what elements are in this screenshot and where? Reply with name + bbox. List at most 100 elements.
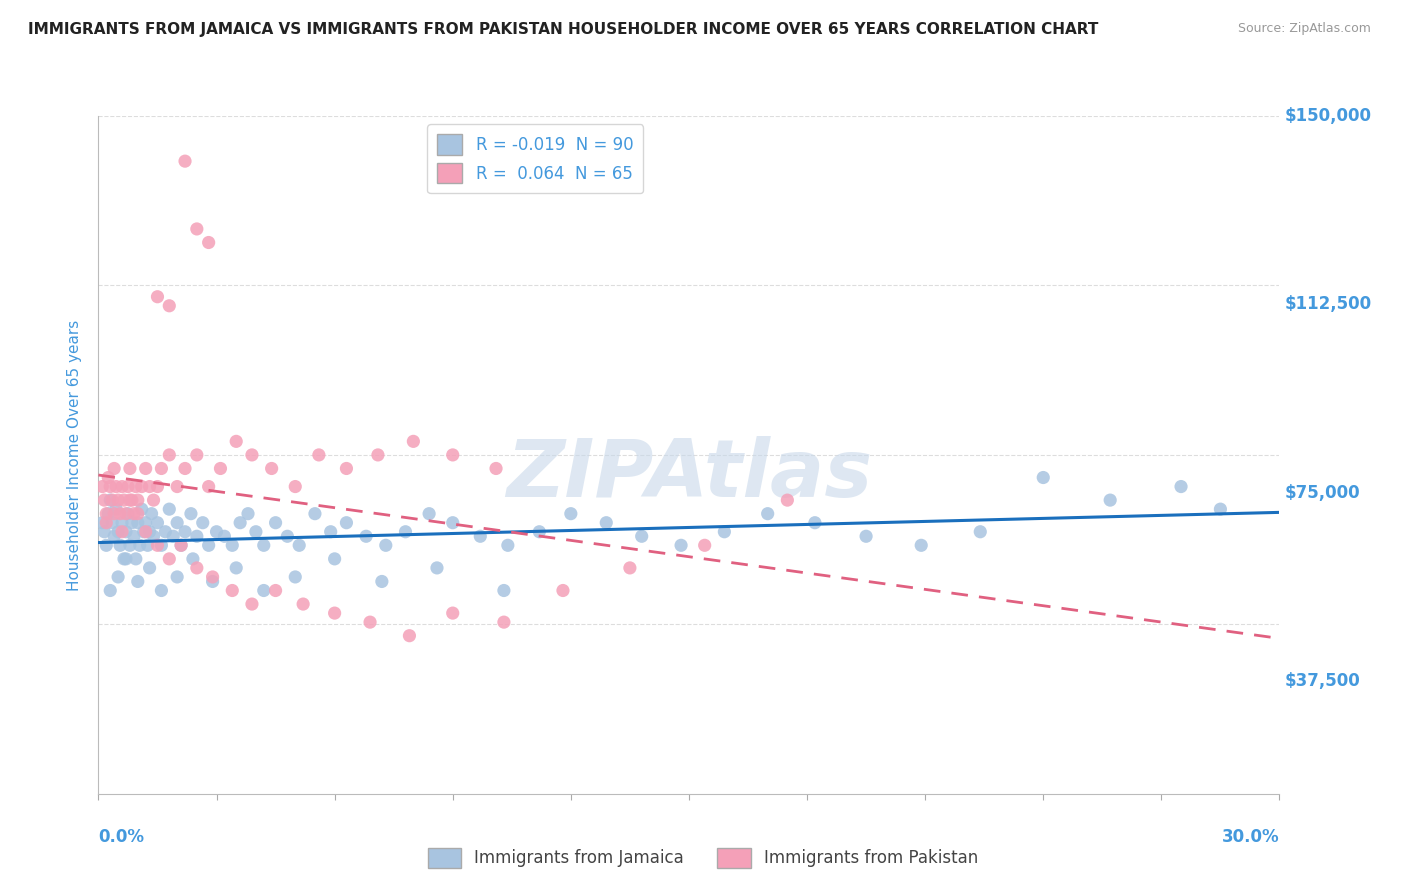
Point [529,524,551,539]
Point [1170,479,1192,493]
Text: IMMIGRANTS FROM JAMAICA VS IMMIGRANTS FROM PAKISTAN HOUSEHOLDER INCOME OVER 65 Y: IMMIGRANTS FROM JAMAICA VS IMMIGRANTS FR… [28,22,1098,37]
Point [117,479,139,493]
Point [108,507,131,521]
Point [101,516,124,530]
Point [253,583,276,598]
Text: 30.0%: 30.0% [1222,828,1279,846]
Point [127,516,149,530]
Point [323,606,346,620]
Point [221,583,243,598]
Point [426,561,449,575]
Point [1032,470,1054,484]
Point [157,299,180,313]
Point [91,516,114,530]
Point [441,516,464,530]
Point [209,461,232,475]
Point [186,561,208,575]
Point [93,524,115,539]
Point [101,493,124,508]
Point [236,507,259,521]
Point [240,597,263,611]
Point [669,538,692,552]
Point [96,516,118,530]
Point [201,574,224,589]
Point [308,448,330,462]
Point [98,479,121,493]
Point [142,493,165,508]
Point [155,524,177,539]
Point [121,516,143,530]
Point [131,479,153,493]
Point [125,552,148,566]
Point [146,479,169,493]
Point [197,479,219,493]
Point [166,479,188,493]
Point [551,583,574,598]
Point [174,461,197,475]
Point [225,434,247,449]
Point [304,507,326,521]
Point [245,524,267,539]
Text: 0.0%: 0.0% [98,828,145,846]
Point [335,461,357,475]
Point [136,538,159,552]
Point [441,448,464,462]
Point [115,507,138,521]
Point [260,461,283,475]
Point [146,538,169,552]
Point [855,529,877,543]
Point [146,516,169,530]
Point [969,524,991,539]
Point [201,570,224,584]
Point [1209,502,1232,516]
Point [398,629,420,643]
Point [284,570,307,584]
Point [157,448,180,462]
Point [205,524,228,539]
Point [96,538,118,552]
Point [138,524,160,539]
Point [253,538,276,552]
Point [98,493,121,508]
Point [186,222,208,236]
Point [166,570,188,584]
Point [142,529,165,543]
Point [108,538,131,552]
Point [111,479,134,493]
Legend: Immigrants from Jamaica, Immigrants from Pakistan: Immigrants from Jamaica, Immigrants from… [420,841,986,875]
Point [111,524,134,539]
Point [141,507,163,521]
Point [441,606,464,620]
Point [157,552,180,566]
Point [367,448,389,462]
Point [418,507,440,521]
Point [693,538,716,552]
Point [150,583,173,598]
Point [292,597,315,611]
Text: ZIPAtlas: ZIPAtlas [506,436,872,515]
Point [138,561,160,575]
Point [170,538,193,552]
Text: Source: ZipAtlas.com: Source: ZipAtlas.com [1237,22,1371,36]
Point [135,524,157,539]
Point [127,507,149,521]
Point [115,524,138,539]
Point [1099,493,1122,508]
Point [121,493,143,508]
Point [595,516,617,530]
Point [492,583,515,598]
Point [103,461,125,475]
Point [91,479,114,493]
Point [103,507,125,521]
Point [150,461,173,475]
Point [122,529,145,543]
Point [756,507,779,521]
Point [180,507,202,521]
Point [191,516,214,530]
Point [105,502,128,516]
Point [112,552,135,566]
Point [221,538,243,552]
Point [910,538,932,552]
Point [131,502,153,516]
Point [135,461,157,475]
